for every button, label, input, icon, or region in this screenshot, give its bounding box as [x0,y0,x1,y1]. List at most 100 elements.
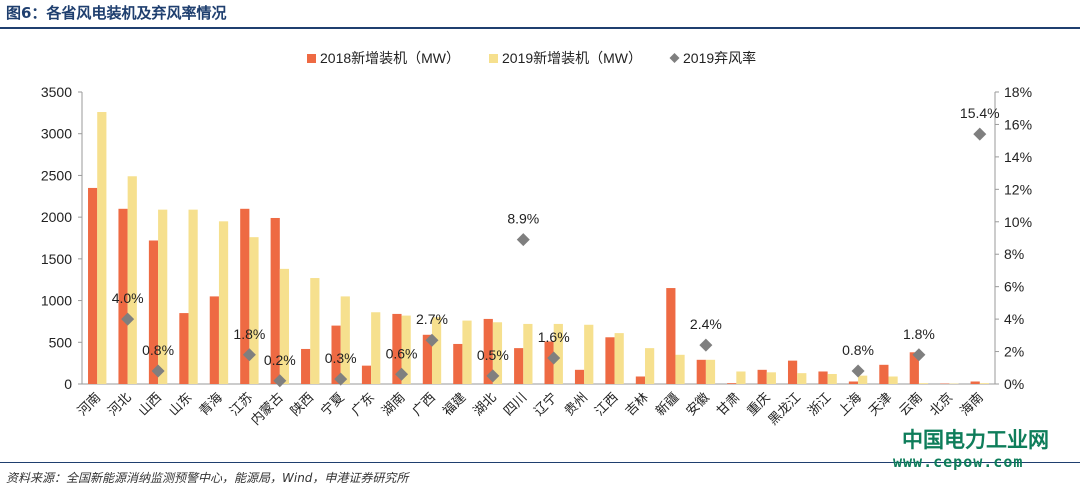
curtailment-marker [334,372,348,386]
curtailment-data-label: 0.5% [477,347,509,363]
x-tick-label: 辽宁 [531,390,560,419]
right-tick-label: 0% [1004,376,1024,392]
x-tick-label: 吉林 [622,390,651,419]
bar-2019 [827,373,837,384]
bar-2019 [918,383,929,384]
left-tick-label: 3000 [41,126,72,142]
right-tick-label: 6% [1004,279,1024,295]
curtailment-data-label: 0.3% [325,350,357,366]
bar-2018 [301,348,311,384]
curtailment-marker [242,348,256,362]
right-tick-label: 4% [1004,311,1024,327]
curtailment-data-label: 0.8% [842,342,874,358]
bar-2018 [148,240,159,384]
x-tick-label: 湖南 [379,390,408,419]
x-tick-label: 安徽 [683,390,712,419]
bar-2019 [492,322,503,384]
right-tick-label: 14% [1004,149,1032,165]
bar-2018 [88,187,98,384]
left-tick-label: 2500 [41,167,72,183]
x-tick-label: 青海 [196,390,225,419]
right-tick-label: 18% [1004,84,1032,100]
bar-2018 [970,381,980,384]
curtailment-marker [516,233,530,247]
bar-2018 [909,352,919,384]
bar-2019 [218,221,229,384]
legend: 2018新增装机（MW） 2019新增装机（MW） 2019弃风率 [307,50,756,66]
bar-2019 [127,176,137,384]
x-tick-label: 甘肃 [713,390,742,419]
bar-2018 [331,325,341,384]
bar-2019 [340,296,350,384]
right-tick-label: 12% [1004,181,1032,197]
bars [88,112,989,384]
bar-2019 [645,348,655,384]
watermark-url: www.cepow.com [893,453,1024,471]
curtailment-marker [486,369,500,383]
x-tick-label: 云南 [896,390,925,419]
x-tick-label: 广西 [409,390,438,419]
curtailment-marker [395,367,409,381]
bar-2018 [453,343,463,384]
bar-2018 [848,381,859,384]
x-tick-label: 新疆 [653,390,682,419]
curtailment-points: 4.0% 0.8% 1.8% 0.2% 0.3% 0.6% 2.7% 0.5% 8.9% 1.6%… [112,105,1000,388]
watermark-logo-text: 中国电力工业网 [902,428,1049,452]
bar-2018 [574,369,585,384]
right-tick-label: 2% [1004,344,1024,360]
curtailment-marker [851,364,865,378]
bar-2019 [97,112,107,384]
legend-curtailment-swatch [669,53,680,63]
axes: 0 500 1000 1500 2000 2500 3000 3500 0% 2% 4% 6% 8% 10… [41,84,1032,392]
bar-2019 [310,278,320,384]
x-tick-label: 上海 [835,390,864,419]
curtailment-marker [121,312,135,326]
bar-2018 [209,296,219,384]
x-tick-label: 宁夏 [318,390,347,419]
x-tick-label: 山东 [166,390,195,419]
bar-2018 [179,313,189,384]
bar-2018 [544,341,554,384]
curtailment-marker [425,333,439,347]
source-note: 资料来源：全国新能源消纳监测预警中心，能源局，Wind，申港证券研究所 [6,471,409,485]
curtailment-marker [912,348,926,362]
bottom-divider [0,462,1080,463]
curtailment-data-label: 1.6% [538,329,570,345]
left-tick-label: 500 [49,334,73,350]
curtailment-marker [273,374,287,388]
curtailment-marker [973,127,987,141]
x-tick-label: 贵州 [561,390,590,419]
x-tick-label: 广东 [348,390,377,419]
curtailment-data-label: 2.7% [416,311,448,327]
bar-2018 [605,337,615,384]
curtailment-data-label: 1.8% [233,326,265,342]
x-tick-label: 福建 [440,390,469,419]
bar-2019 [979,383,989,384]
left-tick-label: 1000 [41,293,72,309]
bar-2019 [279,268,290,384]
curtailment-data-label: 1.8% [903,326,935,342]
curtailment-marker [699,338,713,352]
figure-title: 图6：各省风电装机及弃风率情况 [6,4,227,22]
bar-2019 [888,376,898,384]
bar-2018 [514,348,524,384]
bar-2018 [270,217,280,384]
x-tick-label: 河南 [74,390,103,419]
curtailment-data-label: 0.2% [264,352,296,368]
x-tick-label: 陕西 [287,390,316,419]
x-tick-label: 天津 [866,390,895,419]
bar-2019 [158,209,168,384]
legend-2019-label: 2019新增装机（MW） [502,50,642,66]
bar-2019 [766,372,776,384]
bar-2018 [879,364,889,384]
bar-2019 [188,209,198,384]
x-tick-label: 浙江 [805,390,834,419]
right-tick-label: 16% [1004,116,1032,132]
x-tick-label: 海南 [957,390,986,419]
curtailment-data-label: 2.4% [690,316,722,332]
bar-2019 [736,371,746,384]
bar-2018 [696,359,706,384]
bar-2019 [523,323,533,384]
right-tick-label: 10% [1004,214,1032,230]
x-tick-label: 北京 [926,390,955,419]
